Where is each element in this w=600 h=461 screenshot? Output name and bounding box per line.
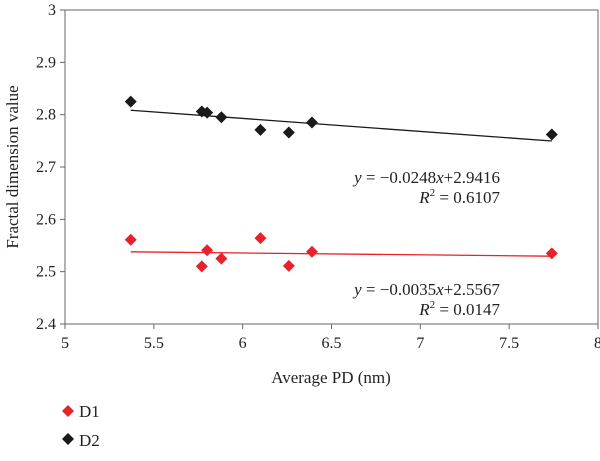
axis-ticks: 5 5.5 6 6.5 7 7.5 8 2.4 2.5 2.6 2.7 2.8 2.9 3 <box>36 2 600 352</box>
x-tick-label: 7.5 <box>499 335 519 352</box>
data-point-d2 <box>545 128 558 141</box>
data-point-d2 <box>282 126 295 139</box>
data-point-d2 <box>124 95 137 108</box>
x-tick-label: 5 <box>61 335 69 352</box>
data-point-d1 <box>195 260 208 273</box>
y-tick-label: 2.8 <box>36 107 56 124</box>
y-tick-label: 2.6 <box>36 211 56 228</box>
legend-marker-d1 <box>62 405 74 417</box>
data-point-d2 <box>201 106 214 119</box>
x-tick-label: 6 <box>239 335 247 352</box>
data-point-d1 <box>124 233 137 246</box>
y-tick-label: 2.7 <box>36 159 56 176</box>
legend: D1 D2 <box>62 402 100 450</box>
y-tick-label: 2.5 <box>36 264 56 281</box>
data-points <box>124 95 558 273</box>
d1-r-squared: R2 = 0.0147 <box>418 299 500 319</box>
d2-r-squared: R2 = 0.6107 <box>418 187 500 207</box>
data-point-d1 <box>215 252 228 265</box>
d1-equation-label: y = −0.0035x+2.5567 R2 = 0.0147 <box>352 280 500 319</box>
data-point-d2 <box>305 116 318 129</box>
x-tick-label: 8 <box>594 335 600 352</box>
data-point-d1 <box>254 232 267 245</box>
legend-marker-d2 <box>62 433 74 445</box>
data-point-d2 <box>215 111 228 124</box>
y-tick-label: 3 <box>48 2 56 19</box>
trendline-d1 <box>130 251 552 257</box>
legend-label-d2: D2 <box>79 431 100 450</box>
d2-equation-label: y = −0.0248x+2.9416 R2 = 0.6107 <box>352 168 500 207</box>
data-point-d2 <box>254 123 267 136</box>
legend-item-d1: D1 <box>62 402 100 421</box>
y-tick-label: 2.4 <box>36 316 56 333</box>
x-tick-label: 6.5 <box>322 335 342 352</box>
data-point-d1 <box>545 247 558 260</box>
data-point-d1 <box>305 245 318 258</box>
legend-item-d2: D2 <box>62 431 100 450</box>
y-tick-label: 2.9 <box>36 54 56 71</box>
x-tick-label: 7 <box>416 335 424 352</box>
data-point-d1 <box>201 244 214 257</box>
d2-equation: y = −0.0248x+2.9416 <box>352 168 500 187</box>
legend-label-d1: D1 <box>79 402 100 421</box>
d1-equation: y = −0.0035x+2.5567 <box>352 280 500 299</box>
plot-area <box>64 9 599 325</box>
x-axis-title: Average PD (nm) <box>271 368 391 387</box>
y-axis-title: Fractal dimension value <box>3 85 22 248</box>
data-point-d1 <box>282 259 295 272</box>
x-tick-label: 5.5 <box>144 335 164 352</box>
